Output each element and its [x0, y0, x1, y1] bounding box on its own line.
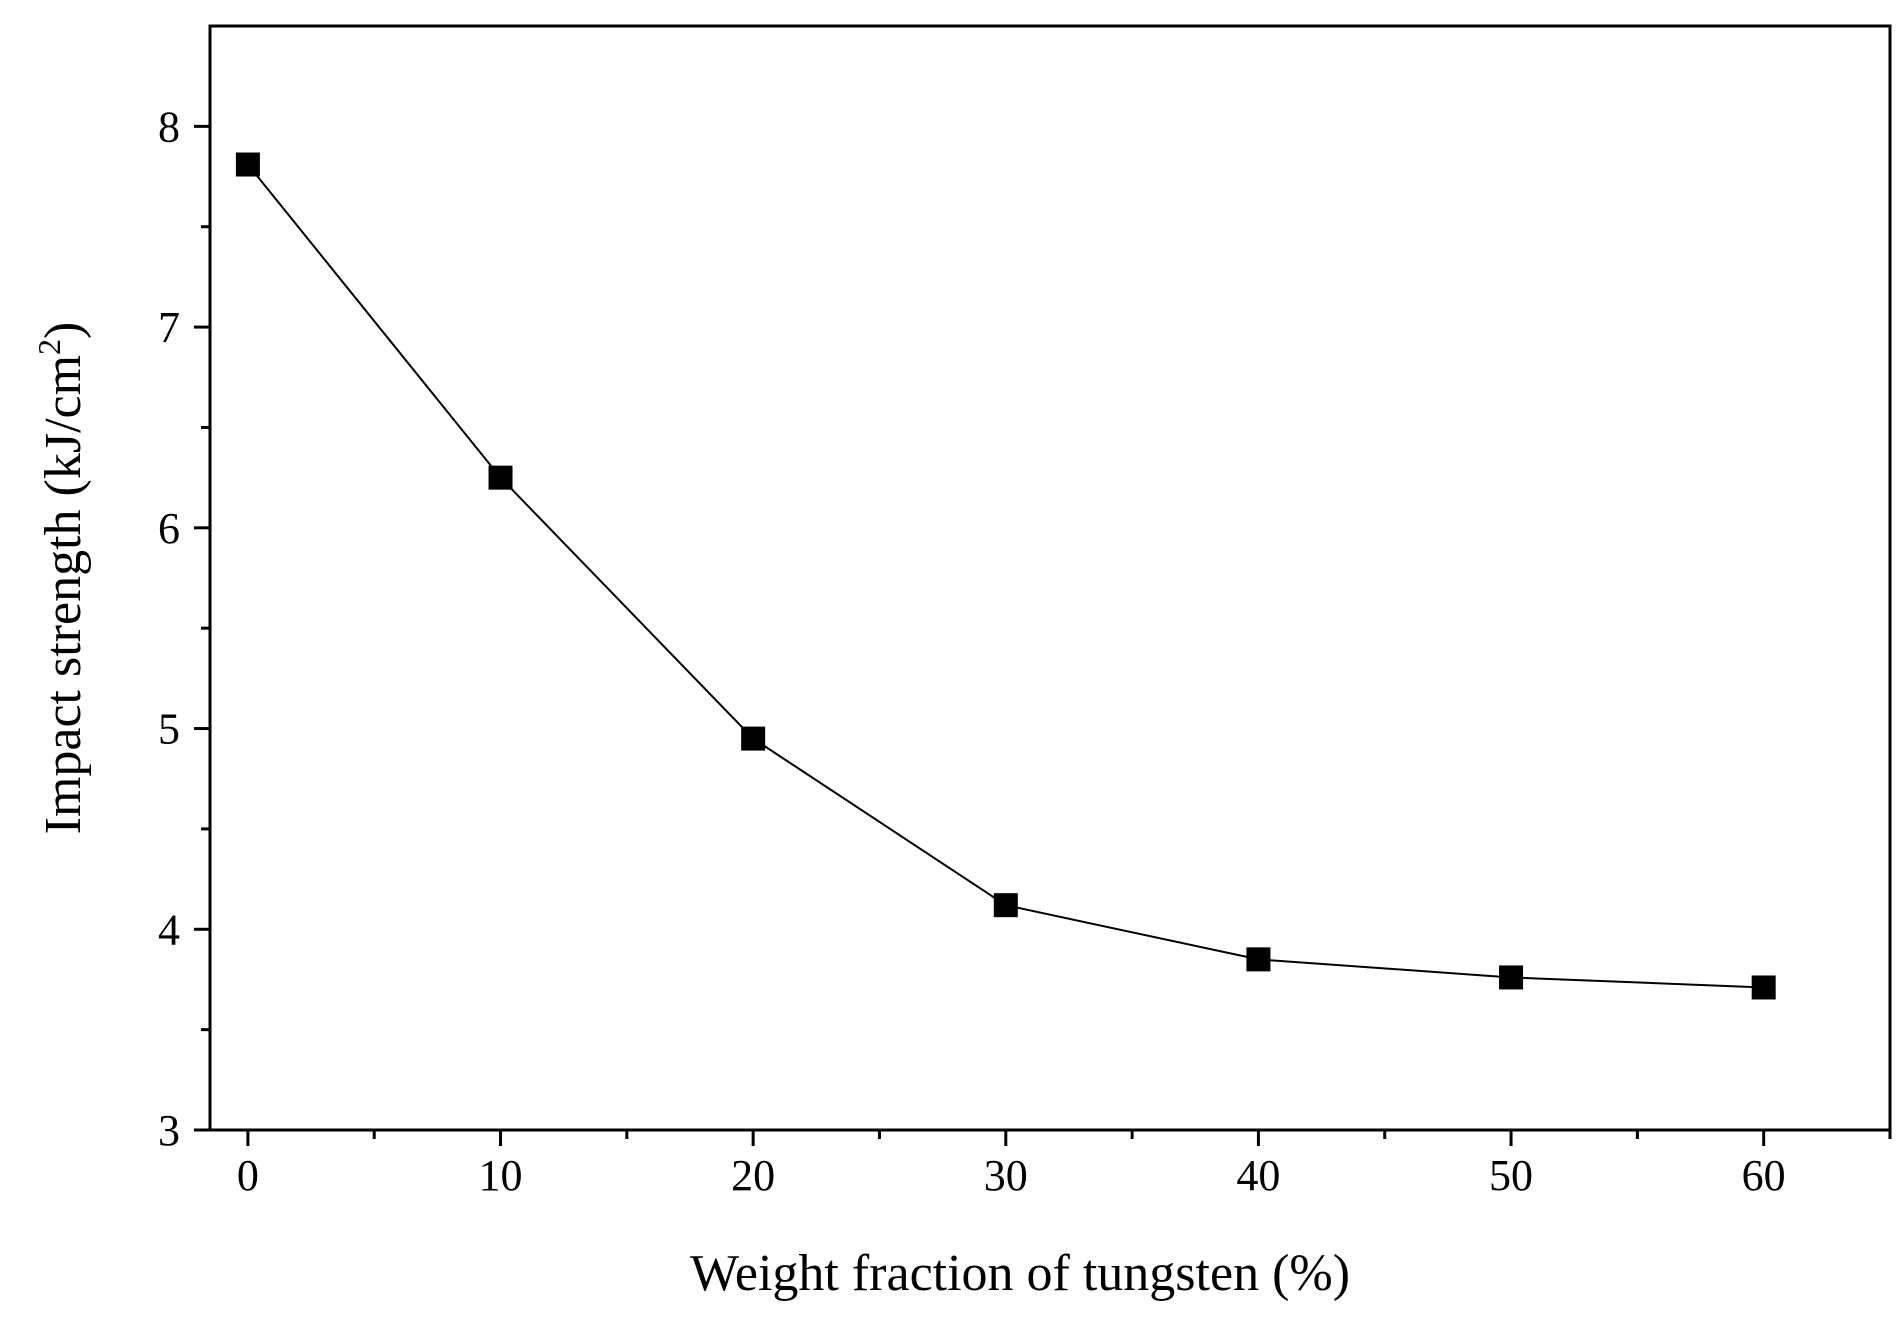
x-tick-label: 30: [984, 1151, 1028, 1200]
data-point-marker: [235, 152, 260, 177]
x-tick-label: 20: [731, 1151, 775, 1200]
x-tick-label: 10: [479, 1151, 523, 1200]
data-point-marker: [993, 893, 1018, 918]
data-point-marker: [1499, 965, 1524, 990]
series-line: [247, 163, 1764, 989]
data-point-marker: [741, 726, 766, 751]
markers: [235, 152, 1776, 1000]
y-tick-label: 7: [158, 303, 180, 352]
data-point-marker: [488, 465, 513, 490]
y-axis-label-sup: 2: [31, 339, 67, 355]
y-axis-label: Impact strength (kJ/cm2): [31, 322, 92, 835]
y-axis-label-end: ): [35, 322, 92, 339]
y-tick-label: 5: [158, 705, 180, 754]
data-point-marker: [1751, 975, 1776, 1000]
x-tick-label: 50: [1489, 1151, 1533, 1200]
y-tick-label: 3: [158, 1106, 180, 1155]
plot-frame: [208, 24, 1892, 1132]
x-axis-label: Weight fraction of tungsten (%): [690, 1245, 1350, 1302]
y-tick-label: 4: [158, 905, 180, 954]
x-tick-label: 60: [1742, 1151, 1786, 1200]
y-tick-label: 6: [158, 504, 180, 553]
data-point-marker: [1246, 947, 1271, 972]
x-tick-label: 40: [1236, 1151, 1280, 1200]
y-tick-label: 8: [158, 102, 180, 151]
tick-labels: 0 10 20 30 40 50 60 3 4 5 6 7 8: [158, 102, 1786, 1200]
ticks: [194, 124, 1892, 1146]
y-axis-label-main: Impact strength (kJ/cm: [35, 355, 92, 834]
x-tick-label: 0: [237, 1151, 259, 1200]
